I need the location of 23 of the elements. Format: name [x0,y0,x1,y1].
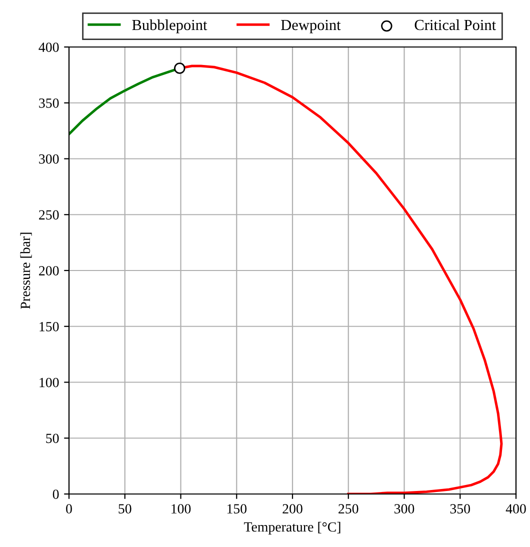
y-tick-label: 150 [40,322,59,332]
legend-label: Critical Point [414,19,496,30]
x-tick-label: 350 [450,504,470,514]
y-tick-label: 300 [39,154,59,164]
y-tick-label: 0 [52,490,59,499]
x-tick-label: 250 [338,504,358,514]
x-tick-label: 300 [394,504,414,514]
y-tick-label: 200 [39,266,59,276]
x-tick-label: 400 [506,504,526,514]
y-tick-label: 100 [40,378,59,388]
x-tick-label: 200 [282,504,302,514]
x-axis-title: Temperature [°C] [244,522,340,534]
y-tick-label: 350 [39,98,59,108]
y-axis-title: Pressure [bar] [20,232,32,309]
x-tick-label: 50 [118,504,132,514]
legend-label: Bubblepoint [132,19,208,34]
y-tick-label: 400 [38,42,59,52]
x-tick-label: 150 [227,504,247,514]
y-tick-label: 50 [46,434,59,444]
x-tick-label: 100 [172,504,191,514]
y-tick-label: 250 [39,210,59,220]
x-tick-label: 0 [66,504,72,514]
legend-label: Dewpoint [281,20,341,34]
